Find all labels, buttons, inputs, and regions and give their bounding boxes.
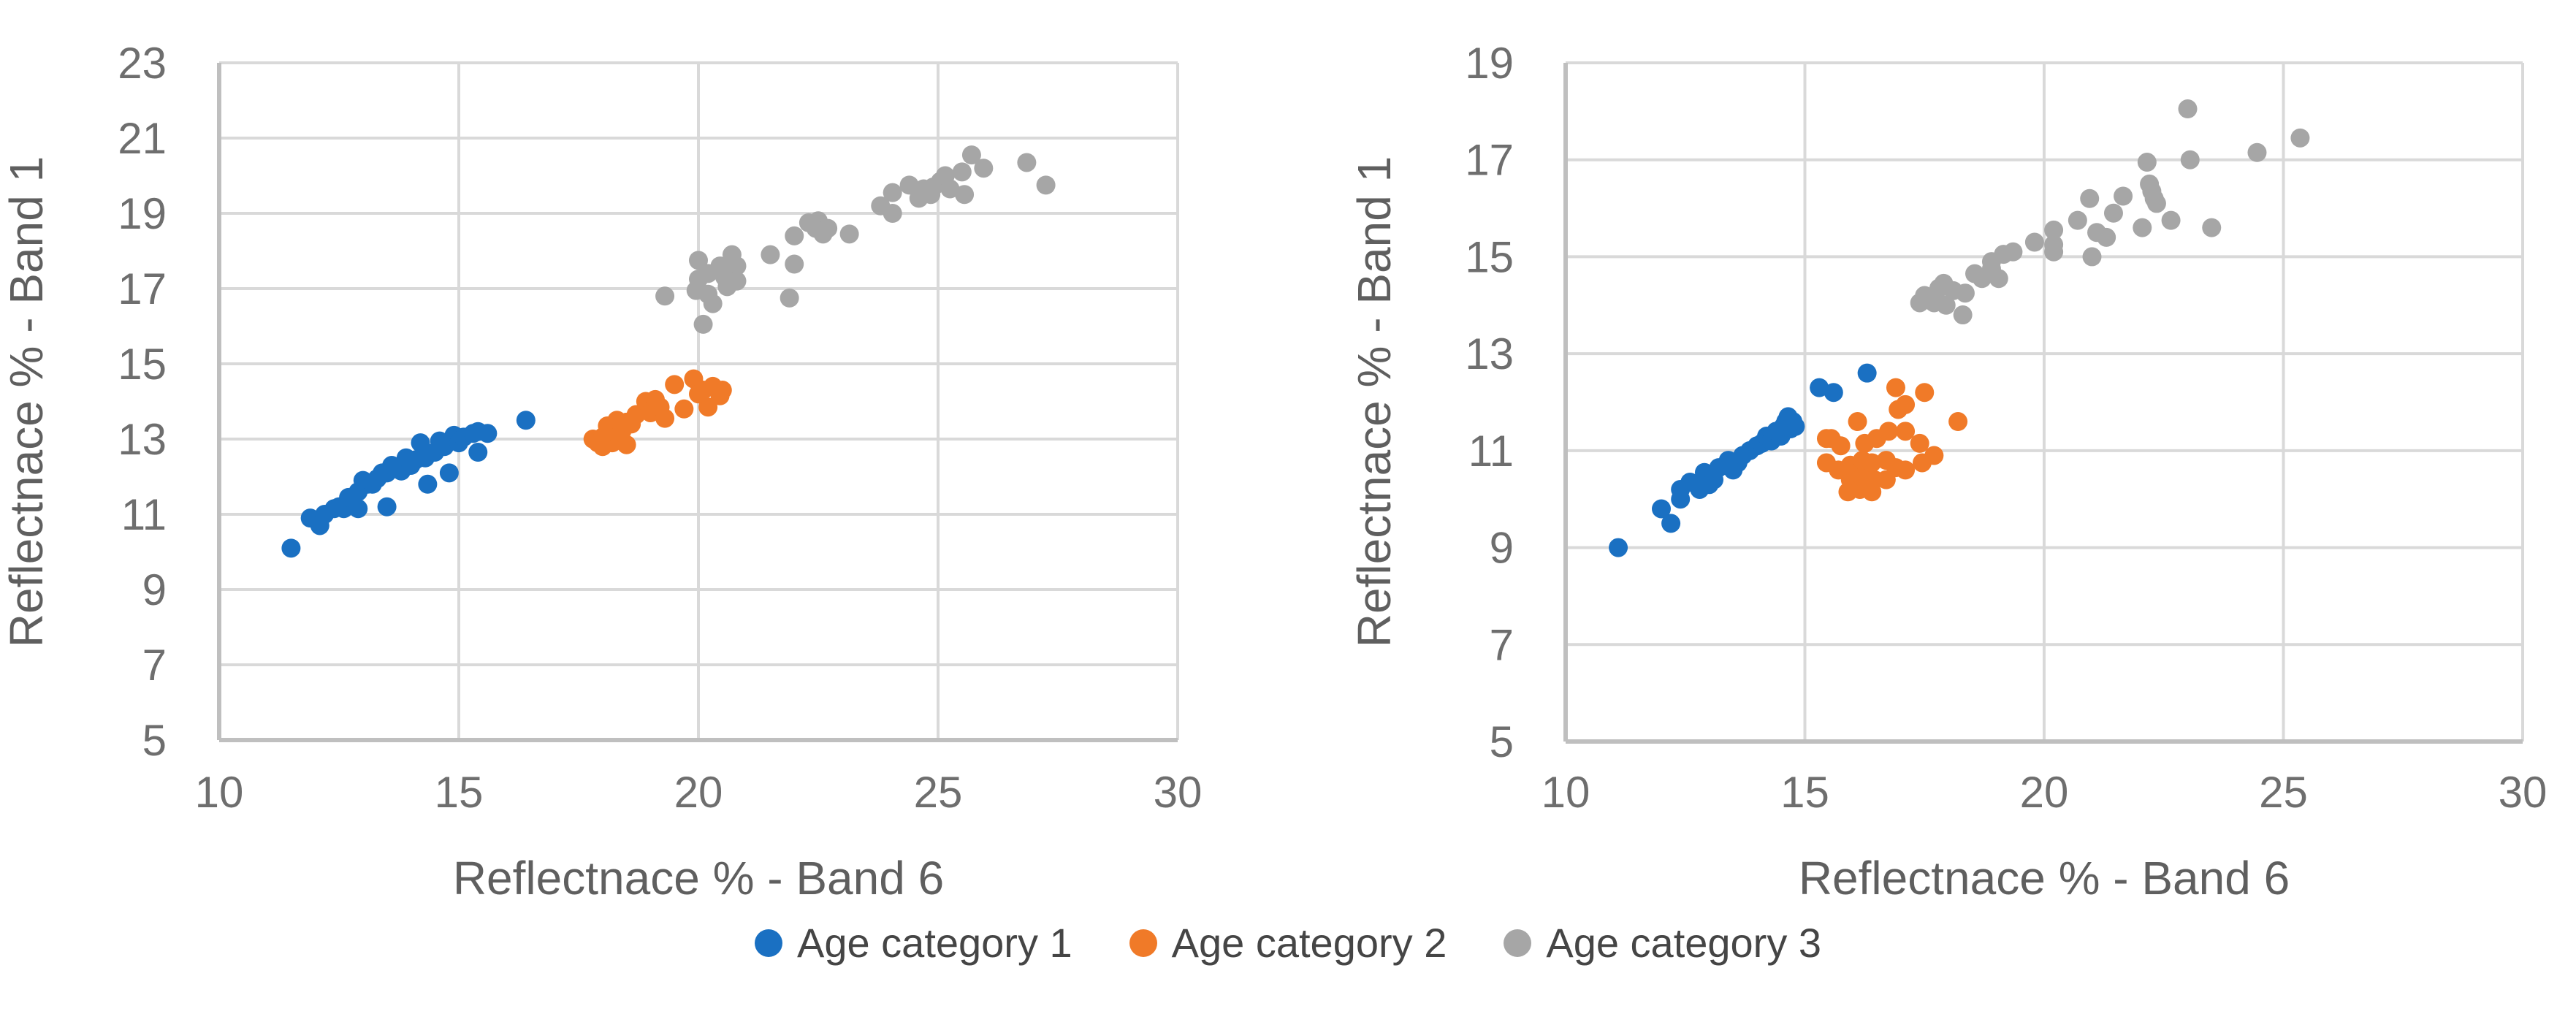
x-tick-label: 30 (1154, 768, 1203, 817)
y-tick-label: 11 (1468, 427, 1514, 476)
y-tick-label: 9 (142, 565, 167, 614)
right-chart-plot: 5 7 9 11 13 15 17 19 10 15 20 25 30 (1465, 39, 2547, 817)
left-chart-plot: 5 7 9 11 13 15 17 19 21 23 10 15 20 25 30 (118, 39, 1202, 817)
series-age-category-1 (281, 411, 536, 558)
legend-marker-age-category-1-icon (754, 929, 782, 957)
legend-label-age-category-1: Age category 1 (796, 920, 1072, 966)
x-tick-label: 15 (1780, 768, 1829, 817)
x-tick-label: 15 (435, 768, 484, 817)
legend-item-age-category-1: Age category 1 (754, 919, 1072, 967)
x-tick-label: 20 (674, 768, 723, 817)
y-tick-label: 19 (118, 189, 167, 238)
legend-marker-age-category-2-icon (1129, 929, 1157, 957)
series-age-category-2 (583, 369, 732, 457)
y-tick-label: 15 (118, 340, 167, 389)
x-tick-label: 20 (2020, 768, 2069, 817)
series-age-category-3 (1910, 99, 2310, 325)
y-tick-label: 21 (118, 114, 167, 163)
legend-label-age-category-3: Age category 3 (1546, 920, 1822, 966)
series-age-category-3 (655, 145, 1056, 334)
legend-marker-age-category-3-icon (1504, 929, 1532, 957)
x-tick-label: 10 (195, 768, 244, 817)
legend-item-age-category-2: Age category 2 (1129, 919, 1447, 967)
right-x-axis-title: Reflectnace % - Band 6 (1799, 852, 2290, 904)
x-tick-label: 30 (2499, 768, 2548, 817)
y-tick-label: 11 (121, 490, 167, 539)
x-tick-label: 25 (914, 768, 963, 817)
y-tick-label: 13 (1465, 329, 1514, 378)
x-tick-label: 10 (1542, 768, 1590, 817)
y-tick-label: 5 (142, 716, 167, 765)
legend-item-age-category-3: Age category 3 (1504, 919, 1821, 967)
y-tick-label: 19 (1465, 39, 1514, 88)
y-tick-label: 7 (142, 641, 167, 690)
y-tick-label: 5 (1490, 717, 1514, 766)
x-tick-label: 25 (2259, 768, 2308, 817)
series-age-category-1 (1609, 363, 1877, 557)
left-y-axis-title: Reflectnace % - Band 1 (0, 156, 53, 647)
y-tick-label: 17 (1465, 136, 1514, 185)
y-tick-label: 9 (1490, 524, 1514, 573)
y-tick-label: 13 (118, 415, 167, 464)
series-age-category-2 (1816, 378, 1968, 502)
legend-label-age-category-2: Age category 2 (1171, 920, 1447, 966)
y-tick-label: 7 (1490, 620, 1514, 669)
y-tick-label: 17 (118, 264, 167, 313)
y-tick-label: 23 (118, 39, 167, 88)
right-y-axis-title: Reflectnace % - Band 1 (1348, 156, 1401, 647)
left-x-axis-title: Reflectnace % - Band 6 (453, 852, 944, 904)
y-tick-label: 15 (1465, 232, 1514, 281)
chart-legend: Age category 1 Age category 2 Age catego… (0, 919, 2576, 967)
